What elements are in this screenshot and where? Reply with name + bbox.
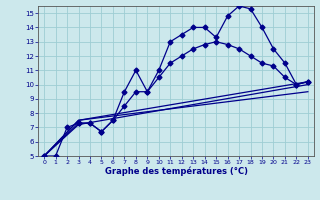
X-axis label: Graphe des températures (°C): Graphe des températures (°C) <box>105 167 247 176</box>
